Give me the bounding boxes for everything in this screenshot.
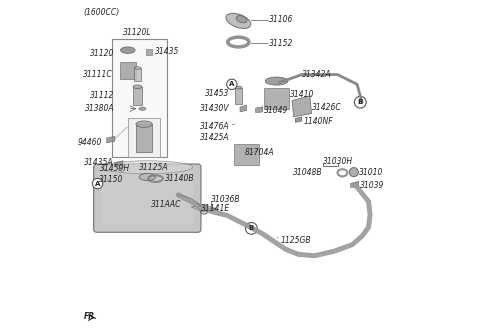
Text: 31106: 31106	[269, 15, 294, 24]
Ellipse shape	[235, 86, 242, 89]
Text: 31476A: 31476A	[200, 122, 229, 131]
Polygon shape	[115, 161, 123, 166]
Text: 31111C: 31111C	[84, 70, 113, 79]
Circle shape	[92, 178, 103, 189]
Polygon shape	[120, 62, 136, 79]
Polygon shape	[292, 96, 312, 117]
Polygon shape	[146, 49, 152, 55]
Text: 31152: 31152	[269, 38, 294, 48]
Polygon shape	[128, 118, 160, 157]
Text: 31380A: 31380A	[85, 104, 115, 113]
FancyBboxPatch shape	[94, 164, 201, 232]
Ellipse shape	[349, 168, 359, 177]
Text: 31140B: 31140B	[165, 174, 194, 183]
Text: 31430V: 31430V	[200, 104, 229, 113]
Text: 31453: 31453	[205, 89, 229, 98]
Polygon shape	[133, 87, 142, 105]
Text: B: B	[358, 99, 363, 105]
Text: A: A	[229, 81, 235, 87]
Text: 31342A: 31342A	[302, 70, 331, 79]
Circle shape	[227, 79, 237, 90]
Text: (1600CC): (1600CC)	[84, 8, 120, 17]
Polygon shape	[295, 117, 302, 122]
Text: 31435A: 31435A	[84, 158, 113, 167]
Text: FR.: FR.	[84, 312, 98, 321]
Text: 31435: 31435	[156, 47, 180, 56]
Ellipse shape	[226, 13, 251, 29]
Text: 31030H: 31030H	[323, 157, 353, 166]
Text: 31459H: 31459H	[99, 164, 130, 174]
Ellipse shape	[139, 107, 146, 110]
Text: 311AAC: 311AAC	[151, 200, 181, 209]
Text: 31036B: 31036B	[211, 195, 240, 204]
Text: 31150: 31150	[98, 175, 123, 184]
Polygon shape	[136, 124, 152, 152]
Text: 31410: 31410	[290, 90, 315, 99]
Text: 31010: 31010	[359, 168, 383, 177]
Ellipse shape	[134, 67, 141, 69]
Polygon shape	[235, 88, 242, 104]
Text: 31049: 31049	[264, 106, 288, 115]
Polygon shape	[264, 88, 289, 109]
Text: 1140NF: 1140NF	[303, 117, 333, 126]
Text: 31426C: 31426C	[312, 103, 341, 112]
Ellipse shape	[133, 85, 142, 89]
Text: 81704A: 81704A	[245, 148, 275, 157]
Polygon shape	[350, 181, 359, 187]
Text: 31112: 31112	[90, 91, 115, 100]
Polygon shape	[134, 68, 141, 81]
Text: 31039: 31039	[360, 181, 384, 190]
Ellipse shape	[265, 77, 288, 85]
Ellipse shape	[102, 161, 192, 174]
Text: A: A	[95, 180, 100, 187]
Text: 1125GB: 1125GB	[281, 236, 311, 245]
Ellipse shape	[139, 174, 156, 181]
Polygon shape	[234, 145, 259, 165]
Text: 31425A: 31425A	[200, 133, 229, 142]
Ellipse shape	[136, 121, 152, 127]
Text: 31120L: 31120L	[123, 28, 152, 37]
Text: 31048B: 31048B	[293, 168, 323, 177]
Ellipse shape	[120, 47, 135, 53]
Polygon shape	[191, 205, 217, 212]
Text: 31120: 31120	[90, 49, 115, 58]
Text: B: B	[249, 225, 254, 231]
Polygon shape	[111, 39, 167, 157]
Circle shape	[354, 96, 366, 108]
Text: 31141E: 31141E	[201, 204, 230, 214]
Ellipse shape	[236, 16, 247, 23]
FancyBboxPatch shape	[102, 172, 193, 224]
Polygon shape	[256, 107, 263, 113]
Circle shape	[246, 222, 257, 234]
Text: 31125A: 31125A	[139, 163, 169, 172]
Polygon shape	[240, 105, 247, 112]
Text: 94460: 94460	[77, 138, 102, 147]
Polygon shape	[107, 136, 115, 143]
